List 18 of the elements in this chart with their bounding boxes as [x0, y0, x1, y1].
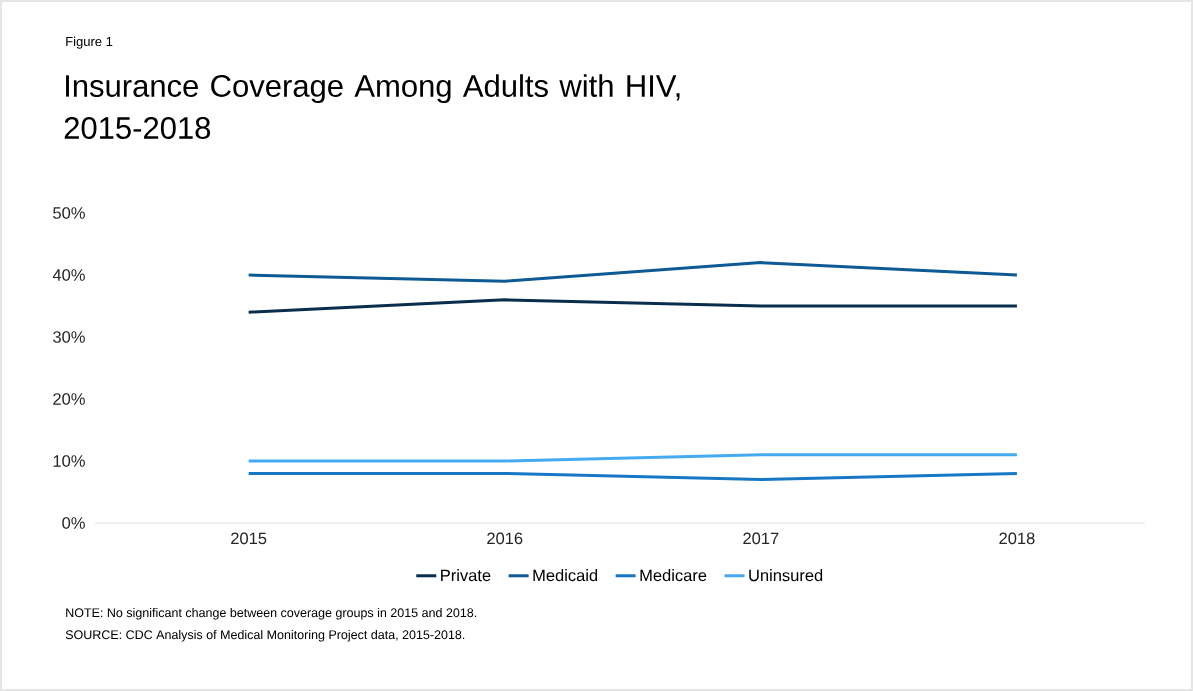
x-tick-label: 2015: [231, 532, 267, 545]
x-tick-label: 2018: [999, 532, 1035, 545]
caption: Figure 1: [66, 36, 113, 49]
chart-title: Insurance Coverage Among Adults with HIV, 2015-2018: [64, 74, 680, 139]
legend-label: Medicaid: [533, 569, 598, 582]
x-tick-label: 2016: [487, 532, 523, 545]
y-tick-label: 10%: [53, 455, 85, 467]
y-tick-label: 20%: [53, 393, 85, 405]
y-tick-label: 0%: [62, 517, 85, 529]
legend-label: Medicare: [640, 569, 707, 582]
text: NOTE: No significant change between coverage groups in 2015 and 2018.: [66, 607, 477, 620]
y-tick-label: 50%: [53, 207, 85, 219]
x-tick-label: 2017: [743, 532, 779, 545]
source-note: SOURCE: CDC Analysis of Medical Monitoring Project data, 2015-2018.: [65, 629, 465, 642]
y-tick-label: 30%: [53, 331, 85, 343]
y-tick-label: 40%: [52, 269, 85, 281]
legend-label: Private: [441, 569, 491, 582]
legend-label: Uninsured: [749, 569, 823, 582]
